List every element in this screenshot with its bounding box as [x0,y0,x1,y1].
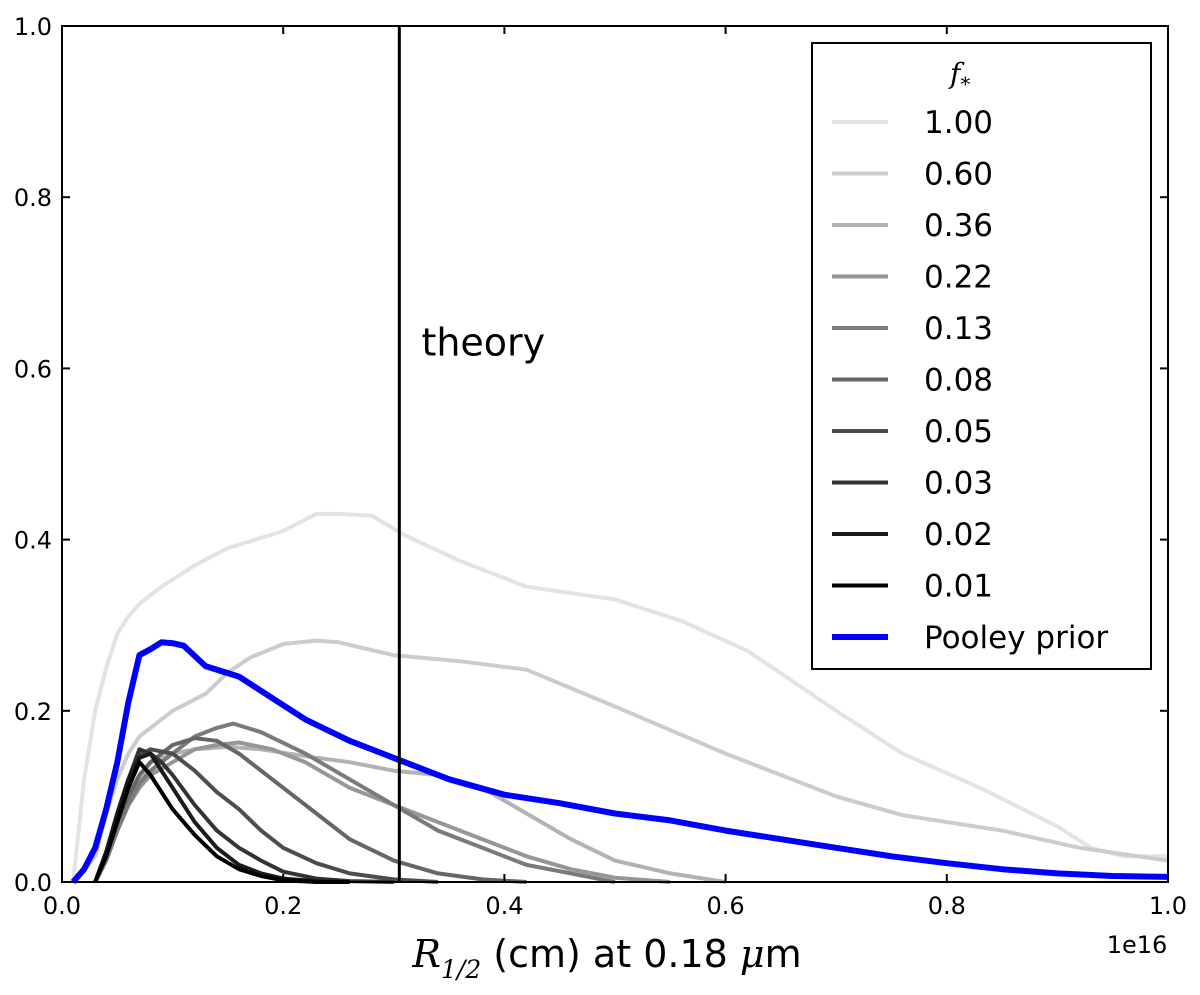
theory-annotation: theory [421,321,545,365]
y-tick-label: 1.0 [14,13,52,41]
x-axis-label-sub: 1/2 [441,955,481,984]
x-tick-label: 0.2 [264,892,302,920]
x-offset-label: 1e16 [1107,931,1168,959]
legend-label: 0.60 [924,157,993,193]
legend-entry: 0.36 [832,208,993,244]
legend-entry: 0.01 [832,569,993,605]
series-line-0 [71,511,1168,883]
x-axis-label: R1/2 (cm) at 0.18 μm [411,932,801,984]
legend-label: 0.13 [924,311,993,347]
legend-entry: 0.03 [832,466,993,502]
x-tick-label: 0.0 [43,892,81,920]
series-line-1 [71,638,1169,884]
legend-entry: 0.05 [832,414,993,450]
legend-label: 0.05 [924,414,993,450]
legend-entry: 0.02 [832,517,993,553]
legend-entry: 1.00 [832,105,993,141]
tick-labels: 0.0 0.2 0.4 0.6 0.8 1.0 0.0 0.2 0.4 0.6 0.8 1.0 [14,13,1187,920]
series-line-4 [93,721,616,884]
y-tick-label: 0.2 [14,698,52,726]
legend-label: 1.00 [924,105,993,141]
legend-items: 1.00 0.60 0.36 0.22 0.13 0.08 0.05 0.03 0.02 0.01… [832,105,1108,656]
legend-label: 0.08 [924,363,993,399]
y-tick-label: 0.4 [14,527,52,555]
x-tick-label: 0.6 [707,892,745,920]
legend-label: 0.01 [924,569,993,605]
legend-entry: Pooley prior [832,620,1108,656]
x-tick-label: 1.0 [1149,892,1187,920]
series-lines [70,511,1169,884]
x-axis-label-unit-var: μ [740,932,765,976]
y-tick-label: 0.6 [14,355,52,383]
legend-title-sub: * [960,72,970,96]
x-tick-label: 0.4 [485,892,523,920]
legend-entry: 0.22 [832,260,993,296]
series-line-3 [93,740,671,884]
legend-label: 0.22 [924,260,993,296]
x-axis-label-text: (cm) at 0.18 [481,932,740,976]
legend: f* 1.000.600.360.220.130.080.050.030.020… [811,42,1152,670]
plot-frame [61,25,1169,883]
series-line-10 [70,639,1169,884]
legend-entry: 0.60 [832,157,993,193]
legend-label: Pooley prior [924,620,1108,656]
legend-label: 0.03 [924,466,993,502]
legend-box [811,42,1152,670]
y-tick-label: 0.8 [14,184,52,212]
legend-label: 0.02 [924,517,993,553]
y-tick-label: 0.0 [14,869,52,897]
x-tick-label: 0.8 [928,892,966,920]
legend-entry: 0.13 [832,311,993,347]
series-line-5 [93,736,527,884]
series-line-9 [93,760,350,884]
x-axis-label-var: R [411,932,441,976]
axis-ticks [61,25,1169,883]
legend-entry: 0.08 [832,363,993,399]
legend-label: 0.36 [924,208,993,244]
x-axis-label-unit: m [765,932,802,976]
